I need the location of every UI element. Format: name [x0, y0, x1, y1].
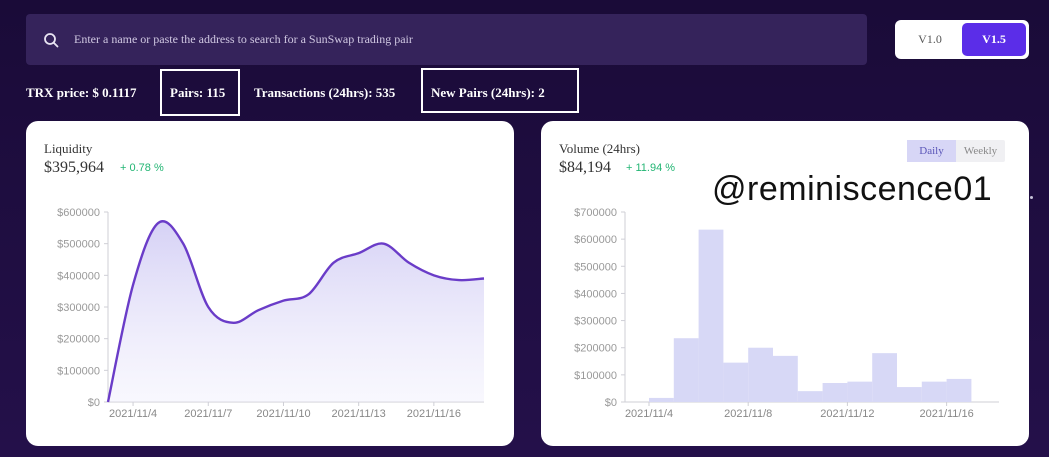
volume-x-tick-label: 2021/11/4: [625, 408, 673, 420]
volume-bar: [897, 387, 922, 402]
watermark-text: @reminiscence01: [712, 170, 993, 208]
liquidity-area-fill: [108, 221, 484, 402]
version-v1-0-button[interactable]: V1.0: [918, 32, 942, 46]
search-input[interactable]: [74, 32, 834, 47]
volume-y-tick-label: $700000: [574, 207, 617, 219]
liquidity-x-tick-label: 2021/11/16: [407, 408, 461, 420]
volume-bar: [921, 381, 947, 402]
volume-y-tick-label: $0: [605, 397, 617, 409]
trx-price-stat: TRX price: $ 0.1117: [26, 85, 137, 100]
volume-bar: [946, 378, 972, 402]
liquidity-card: Liquidity $395,964 + 0.78 % $0 $100000 $20…: [26, 121, 514, 446]
volume-y-tick-label: $100000: [574, 370, 617, 382]
volume-card: Volume (24hrs) $84,194 + 11.94 % Daily W…: [541, 121, 1029, 446]
liquidity-y-tick-label: $500000: [57, 239, 100, 251]
search-bar[interactable]: [26, 14, 867, 65]
liquidity-y-tick-label: $0: [88, 397, 100, 409]
volume-y-tick-label: $200000: [574, 343, 617, 355]
volume-value: $84,194: [559, 159, 611, 176]
volume-bar: [822, 383, 848, 402]
new-pairs-stat: New Pairs (24hrs): 2: [431, 85, 545, 100]
volume-y-tick-label: $600000: [574, 234, 617, 246]
volume-bar: [748, 347, 773, 402]
liquidity-x-tick-label: 2021/11/13: [332, 408, 386, 420]
volume-x-tick-label: 2021/11/16: [919, 408, 973, 420]
liquidity-y-tick-label: $100000: [57, 365, 100, 377]
volume-x-tick-label: 2021/11/12: [820, 408, 874, 420]
liquidity-y-tick-label: $600000: [57, 207, 100, 219]
liquidity-series-line: [106, 220, 485, 403]
volume-bar: [723, 362, 749, 402]
volume-title: Volume (24hrs): [559, 141, 641, 156]
volume-bar: [797, 391, 823, 402]
volume-bar: [649, 397, 674, 402]
decorative-dot: [1030, 196, 1033, 199]
volume-x-tick-label: 2021/11/8: [724, 408, 772, 420]
volume-change: + 11.94 %: [626, 162, 676, 174]
version-v1-5-button[interactable]: V1.5: [962, 23, 1026, 56]
volume-y-tick-label: $500000: [574, 261, 617, 273]
liquidity-y-tick-label: $300000: [57, 302, 100, 314]
pairs-highlight-box: [160, 69, 240, 116]
tab-weekly[interactable]: Weekly: [963, 145, 998, 157]
liquidity-chart: $0 $100000 $200000 $300000 $400000 $500000 $60…: [57, 207, 485, 420]
volume-bar: [698, 229, 724, 402]
pairs-stat: Pairs: 115: [170, 85, 226, 100]
volume-period-tabs: Daily Weekly: [907, 140, 1005, 162]
volume-y-tick-label: $300000: [574, 316, 617, 328]
liquidity-title: Liquidity: [44, 141, 93, 156]
volume-bar: [673, 338, 699, 402]
volume-bar: [872, 353, 897, 402]
liquidity-change: + 0.78 %: [120, 162, 164, 174]
liquidity-x-tick-label: 2021/11/7: [184, 408, 232, 420]
liquidity-x-tick-label: 2021/11/10: [256, 408, 310, 420]
tab-daily[interactable]: Daily: [907, 140, 956, 162]
liquidity-y-tick-label: $400000: [57, 270, 100, 282]
volume-bar: [773, 355, 798, 402]
liquidity-y-tick-label: $200000: [57, 334, 100, 346]
volume-y-tick-label: $400000: [574, 288, 617, 300]
volume-bar: [847, 381, 873, 402]
version-toggle[interactable]: V1.0 V1.5: [895, 20, 1029, 59]
new-pairs-highlight-box: [421, 68, 579, 113]
liquidity-x-tick-label: 2021/11/4: [109, 408, 157, 420]
transactions-stat: Transactions (24hrs): 535: [254, 85, 396, 100]
search-icon: [42, 31, 60, 49]
liquidity-value: $395,964: [44, 159, 104, 176]
volume-chart: $0 $100000 $200000 $300000 $400000 $500000 $60…: [574, 207, 999, 420]
